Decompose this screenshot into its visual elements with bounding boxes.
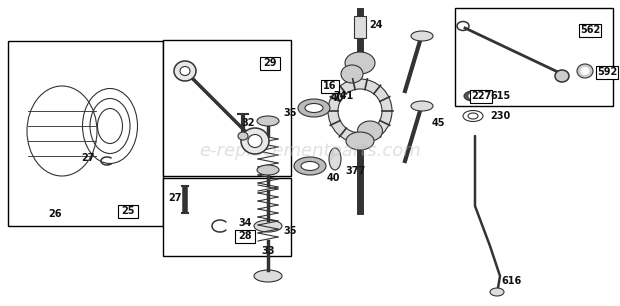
Text: 32: 32 <box>241 118 255 128</box>
Text: 16: 16 <box>323 81 337 91</box>
Text: 45: 45 <box>432 118 445 128</box>
Text: 34: 34 <box>238 218 252 228</box>
Bar <box>163 178 291 256</box>
Ellipse shape <box>345 52 375 74</box>
Bar <box>579 24 601 36</box>
Text: 33: 33 <box>261 246 275 256</box>
Text: 615: 615 <box>490 91 510 101</box>
Text: 741: 741 <box>333 91 353 101</box>
Text: 616: 616 <box>502 276 522 286</box>
Text: 28: 28 <box>238 231 252 241</box>
Ellipse shape <box>555 70 569 82</box>
Ellipse shape <box>411 101 433 111</box>
Ellipse shape <box>463 110 483 121</box>
Text: 35: 35 <box>283 108 297 118</box>
Text: 40: 40 <box>326 173 340 183</box>
Ellipse shape <box>581 68 589 74</box>
Bar <box>455 8 613 106</box>
Ellipse shape <box>341 65 363 83</box>
Ellipse shape <box>174 61 196 81</box>
Text: 25: 25 <box>122 206 135 216</box>
Bar <box>8 41 163 226</box>
Ellipse shape <box>490 288 504 296</box>
Ellipse shape <box>298 99 330 117</box>
Text: 592: 592 <box>597 67 617 77</box>
Text: e-replacementparts.com: e-replacementparts.com <box>199 142 421 160</box>
Ellipse shape <box>254 270 282 282</box>
Ellipse shape <box>241 128 269 154</box>
Bar <box>596 65 618 79</box>
Ellipse shape <box>180 66 190 76</box>
Ellipse shape <box>305 103 323 113</box>
Text: 227: 227 <box>471 91 491 101</box>
Text: 27: 27 <box>168 193 182 203</box>
Bar <box>321 80 339 92</box>
Text: 24: 24 <box>370 20 383 30</box>
Ellipse shape <box>464 91 482 101</box>
Bar <box>260 57 280 69</box>
Text: 377: 377 <box>345 166 365 176</box>
Text: 40: 40 <box>330 93 343 103</box>
Text: 230: 230 <box>490 111 510 121</box>
Bar <box>118 204 138 218</box>
Text: 562: 562 <box>580 25 600 35</box>
Ellipse shape <box>346 132 374 150</box>
Text: 26: 26 <box>48 209 62 219</box>
Ellipse shape <box>577 64 593 78</box>
Circle shape <box>328 79 392 143</box>
Text: 27: 27 <box>81 153 95 163</box>
Text: 35: 35 <box>283 226 297 236</box>
Bar <box>235 230 255 242</box>
Ellipse shape <box>469 94 477 99</box>
Circle shape <box>338 89 382 133</box>
Bar <box>354 16 366 38</box>
Bar <box>163 40 291 176</box>
Ellipse shape <box>358 121 383 141</box>
Ellipse shape <box>294 157 326 175</box>
Ellipse shape <box>257 165 279 175</box>
Ellipse shape <box>329 148 341 170</box>
Ellipse shape <box>411 31 433 41</box>
Text: 29: 29 <box>264 58 277 68</box>
Bar <box>470 89 492 103</box>
Ellipse shape <box>468 113 478 119</box>
Ellipse shape <box>257 116 279 126</box>
Ellipse shape <box>248 135 262 147</box>
Ellipse shape <box>301 162 319 170</box>
Ellipse shape <box>238 132 248 140</box>
Ellipse shape <box>254 220 282 232</box>
